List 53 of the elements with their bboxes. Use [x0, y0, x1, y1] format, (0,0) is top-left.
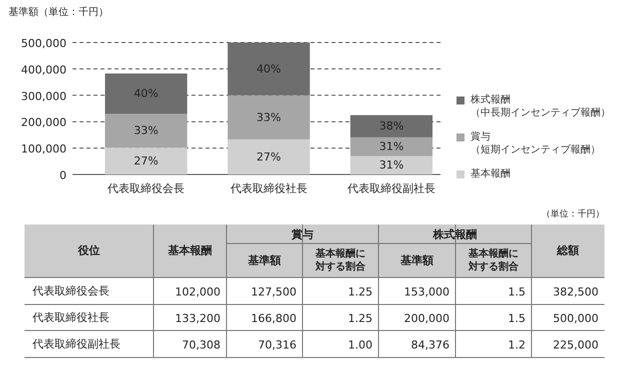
y-tick-label: 500,000 [21, 37, 67, 50]
y-tick-label: 0 [60, 169, 66, 182]
text: 1.2 [508, 338, 526, 352]
text: 1.25 [348, 286, 373, 298]
text: 500,000 [553, 312, 599, 325]
text: 1.5 [508, 312, 526, 325]
annotation: 31% [379, 140, 404, 154]
text: 賞与 [292, 228, 314, 241]
category-label: 代表取締役副社長 [32, 338, 120, 350]
y-tick-label: 300,000 [21, 90, 67, 103]
text: 153,000 [404, 286, 450, 298]
annotation: 31% [379, 158, 404, 172]
text: 1.25 [348, 312, 373, 325]
text: 84,376 [411, 338, 450, 352]
category-label: 代表取締役会長 [32, 284, 110, 298]
legend-label: 株式報酬（中長期インセンティブ報酬） [470, 94, 610, 119]
text: （単位：千円） [542, 208, 604, 220]
y-tick-label: 100,000 [21, 142, 67, 156]
y-axis-title: 基準額（単位：千円） [8, 6, 108, 18]
text: 基準額 [400, 254, 434, 267]
text: 1.00 [348, 338, 373, 352]
text: 基本報酬に対する割合 [314, 247, 366, 273]
text: 70,308 [182, 338, 221, 352]
text: 役位 [77, 244, 100, 257]
text: 166,800 [251, 312, 297, 325]
text: 基本報酬 [167, 244, 212, 257]
annotation: 40% [256, 62, 281, 76]
text: 総額 [556, 244, 579, 257]
annotation: 33% [256, 110, 281, 124]
text: 基本報酬に対する割合 [468, 247, 520, 273]
y-tick-label: 400,000 [21, 63, 67, 76]
x-tick-label: 代表取締役副社長 [346, 182, 436, 195]
text: 102,000 [175, 286, 221, 298]
legend-label: 賞与（短期インセンティブ報酬） [470, 130, 600, 156]
x-tick-label: 代表取締役会長 [106, 182, 185, 195]
text: 基準額 [247, 254, 281, 267]
text: 225,000 [553, 338, 599, 352]
text: 133,200 [175, 312, 221, 325]
text: 127,500 [251, 286, 297, 298]
annotation: 40% [134, 87, 158, 100]
annotation: 27% [256, 150, 281, 164]
y-tick-label: 200,000 [21, 116, 67, 130]
legend-label: 基本報酬 [470, 168, 510, 180]
x-tick-label: 代表取締役社長 [229, 182, 308, 195]
annotation: 38% [379, 120, 404, 133]
annotation: 33% [134, 124, 158, 138]
text: 382,500 [553, 286, 599, 298]
text: 1.5 [508, 286, 526, 298]
text: 70,316 [258, 338, 297, 352]
annotation: 27% [134, 154, 158, 168]
text: 株式報酬 [432, 228, 477, 241]
text: 200,000 [404, 312, 450, 325]
category-label: 代表取締役社長 [32, 311, 110, 324]
